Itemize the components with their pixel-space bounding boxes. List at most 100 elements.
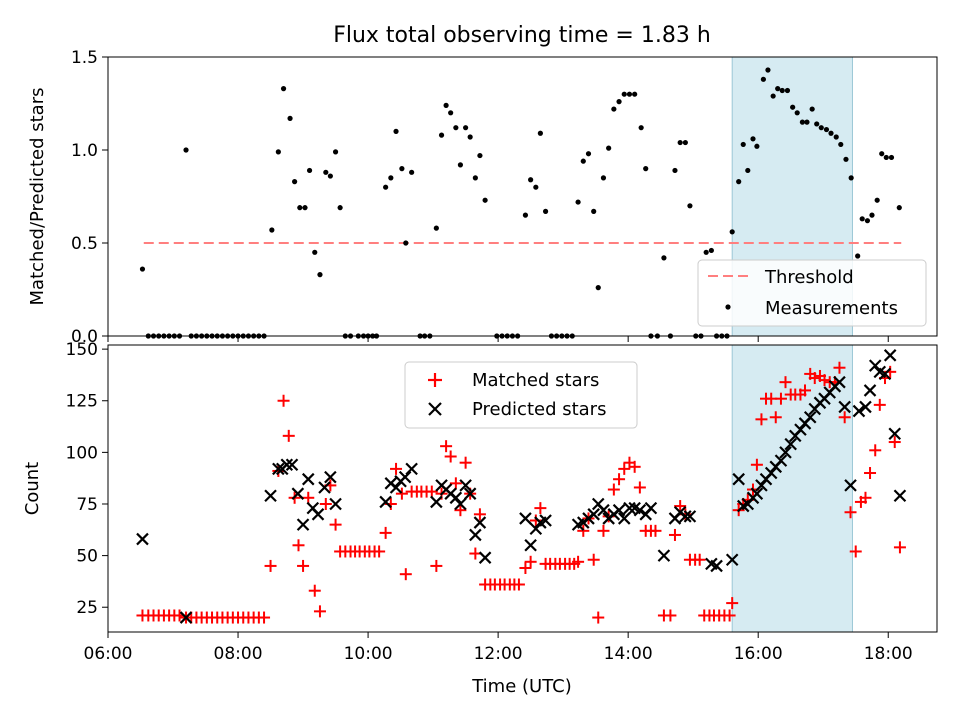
predicted-star-point <box>398 470 412 484</box>
matched-star-point <box>674 500 687 513</box>
matched-star-point <box>769 411 782 424</box>
predicted-star-point <box>844 479 857 492</box>
matched-star-point <box>618 462 631 475</box>
measurement-point <box>883 154 889 161</box>
measurement-point <box>453 125 459 131</box>
top-legend: Threshold Measurements <box>697 259 927 327</box>
bottom-y-tick-label: 75 <box>76 495 98 515</box>
measurement-point <box>616 99 622 105</box>
matched-star-point <box>282 429 295 442</box>
predicted-star-point <box>136 532 149 546</box>
predicted-star-point <box>405 462 418 476</box>
matched-star-point <box>726 597 739 610</box>
measurement-point <box>323 169 329 175</box>
matched-star-point <box>613 473 626 486</box>
predicted-star-point <box>285 458 299 472</box>
matched-star-point <box>319 497 332 510</box>
matched-star-point <box>587 553 600 566</box>
matched-star-point <box>302 491 315 504</box>
predicted-star-point <box>710 559 723 573</box>
matched-star-point <box>869 444 882 457</box>
matched-star-point <box>459 456 472 469</box>
measurement-point <box>760 76 766 82</box>
measurement-point <box>463 125 469 131</box>
matched-star-point <box>849 545 862 558</box>
bottom-x-tick-label: 08:00 <box>214 644 263 664</box>
matched-star-point <box>633 481 646 494</box>
x-axis-label: Time (UTC) <box>471 676 572 697</box>
measurement-point <box>869 212 875 218</box>
matched-star-point <box>750 458 763 471</box>
matched-star-point <box>597 524 610 537</box>
predicted-star-point <box>774 454 788 467</box>
measurement-point <box>775 86 781 92</box>
predicted-star-point <box>478 551 492 564</box>
matched-star-point <box>277 394 290 407</box>
matched-star-point <box>395 487 408 500</box>
measurement-point <box>403 240 409 246</box>
bottom-x-tick-label: 12:00 <box>474 644 523 664</box>
matched-star-point <box>329 518 342 531</box>
measurement-point <box>287 115 293 121</box>
matched-star-point <box>838 411 851 424</box>
matched-star-point <box>572 555 585 568</box>
top-axes-frame <box>107 56 938 337</box>
predicted-star-point <box>318 481 331 494</box>
measurement-point <box>682 139 688 146</box>
predicted-star-point <box>524 539 537 552</box>
predicted-star-point <box>612 503 626 517</box>
measurement-point <box>750 136 756 142</box>
predicted-star-point <box>459 479 472 492</box>
bottom-x-tick-label: 18:00 <box>864 644 913 664</box>
measurement-point <box>661 255 667 261</box>
measurement-point <box>280 86 287 92</box>
measurement-point <box>708 247 714 254</box>
bottom-panel: 25 50 75 100 125 150 06:00 08:00 10:00 12:00 14:0… <box>22 340 938 697</box>
matched-star-point <box>774 392 787 405</box>
bottom-x-axis: 06:00 08:00 10:00 12:00 14:00 16:00 18:00 <box>84 632 913 664</box>
measurement-point <box>838 141 844 148</box>
measurement-point <box>409 169 415 175</box>
measurement-point <box>399 166 405 172</box>
measurement-point <box>482 197 488 203</box>
matched-star-point <box>628 460 641 473</box>
bottom-y-tick-label: 100 <box>66 443 98 463</box>
measurement-point <box>848 175 854 181</box>
predicted-star-point <box>587 508 600 521</box>
predicted-star-point <box>179 611 193 624</box>
predicted-star-point <box>859 400 872 414</box>
measurement-point <box>896 205 902 211</box>
measurement-point <box>754 143 760 149</box>
measurement-point <box>306 167 313 174</box>
bottom-y-tick-label: 25 <box>76 598 98 618</box>
predicted-star-point <box>324 470 337 484</box>
bottom-y-tick-label: 125 <box>66 392 98 412</box>
matched-star-point <box>399 568 412 581</box>
matched-star-point <box>808 372 821 385</box>
measurements-series <box>139 67 902 339</box>
measurement-point <box>703 249 709 255</box>
measurement-point <box>740 141 746 148</box>
predicted-star-point <box>430 495 443 509</box>
measurement-point <box>804 119 810 125</box>
predicted-star-point <box>449 491 463 505</box>
predicted-star-point <box>784 437 797 451</box>
top-legend-box <box>697 259 927 327</box>
predicted-star-point <box>732 472 745 486</box>
matched-star-point <box>524 555 537 568</box>
predicted-star-point <box>463 487 477 500</box>
top-y-axis: 0.0 0.5 1.0 1.5 <box>71 48 108 347</box>
measurement-point <box>814 121 820 127</box>
matched-star-point <box>755 413 768 426</box>
measurement-point <box>297 205 303 211</box>
matched-star-point <box>893 541 906 554</box>
predicted-star-point <box>833 375 846 389</box>
predicted-stars-series <box>136 349 907 624</box>
measurement-point <box>292 179 298 185</box>
matched-star-point <box>873 398 886 411</box>
predicted-star-point <box>291 487 305 500</box>
measurement-point <box>626 91 633 97</box>
predicted-star-point <box>679 510 692 523</box>
measurement-point <box>269 227 275 233</box>
predicted-star-point <box>683 510 697 523</box>
